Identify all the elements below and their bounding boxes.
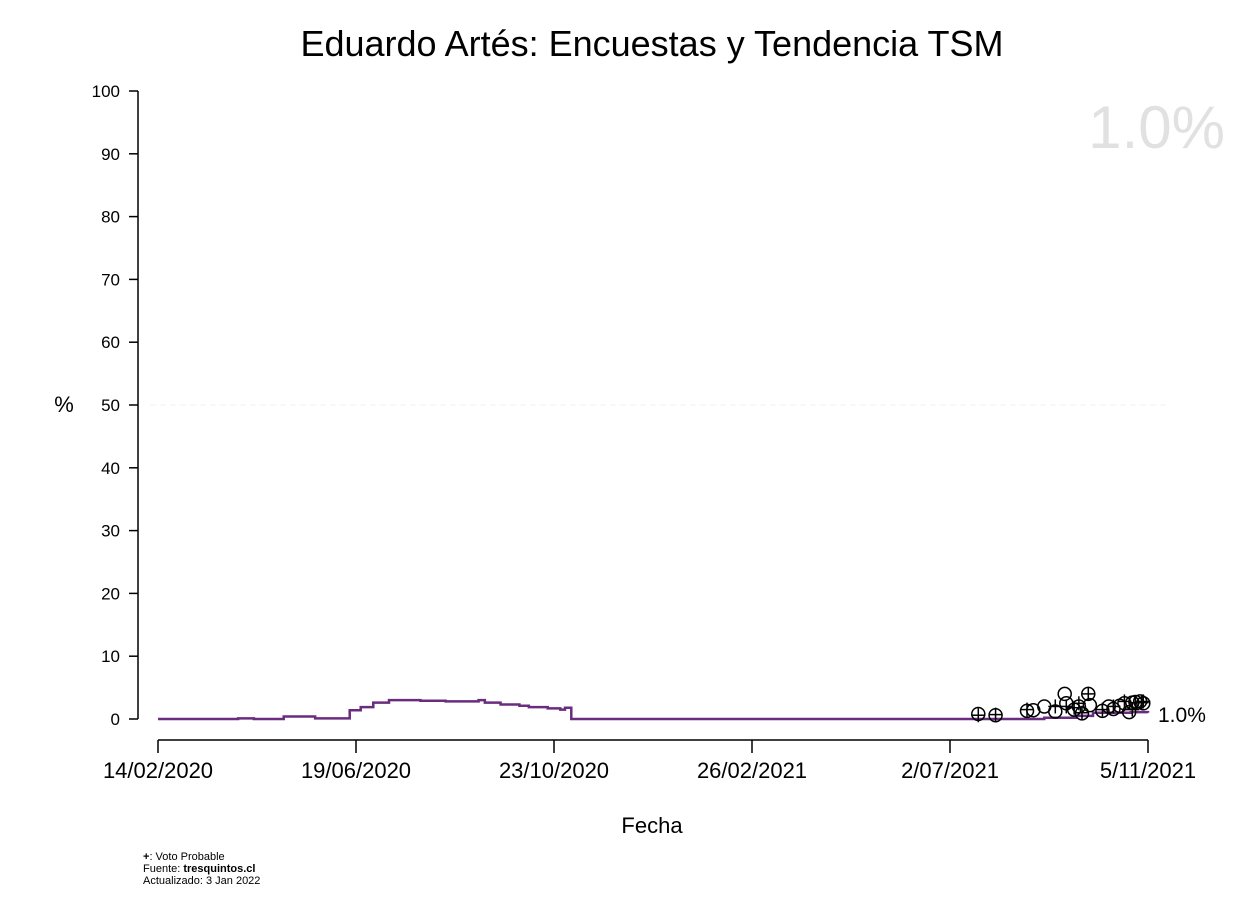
- poll-point-plus: [1106, 699, 1121, 714]
- poll-point-plus: [1059, 699, 1074, 714]
- axes: [137, 91, 1148, 741]
- plus-symbol: +: [143, 851, 150, 863]
- footer-updated: Actualizado: 3 Jan 2022: [143, 875, 261, 887]
- y-tick-label: 70: [101, 270, 120, 289]
- poll-point-plus: [988, 707, 1003, 722]
- poll-point-circle: [1082, 697, 1098, 713]
- y-tick-label: 80: [101, 208, 120, 227]
- trend-end-label: 1.0%: [1158, 704, 1206, 727]
- footer-source-link: tresquintos.cl: [183, 863, 256, 875]
- chart-title: Eduardo Artés: Encuestas y Tendencia TSM: [300, 23, 1003, 64]
- x-axis-ticks: 14/02/2020 19/06/2020 23/10/2020 26/02/2021…: [103, 740, 1196, 783]
- poll-point-plus: [1020, 702, 1034, 717]
- y-tick-label: 40: [101, 459, 120, 478]
- poll-point-circle: [1057, 686, 1072, 702]
- current-value-watermark: 1.0%: [1088, 94, 1225, 161]
- poll-point-plus: [1134, 695, 1149, 710]
- poll-markers: [971, 686, 1151, 723]
- x-axis-label: Fecha: [621, 813, 683, 838]
- y-axis-label: %: [54, 392, 74, 417]
- footer-source: Fuente: tresquintos.cl: [143, 863, 260, 875]
- y-axis-ticks: 0 10 20 30 40 50 60 70 80 90 100: [92, 82, 138, 729]
- trend-series: [158, 698, 1150, 721]
- footer-source-label: Fuente:: [143, 863, 184, 875]
- x-tick-label: 2/07/2021: [901, 758, 999, 783]
- x-tick-label: 14/02/2020: [103, 758, 213, 783]
- poll-point-plus: [1071, 696, 1086, 711]
- footer-legend: +: Voto Probable: [143, 851, 260, 863]
- poll-point-plus: [1136, 694, 1151, 709]
- chart-footer: +: Voto Probable Fuente: tresquintos.cl …: [143, 851, 260, 887]
- y-tick-label: 30: [101, 522, 120, 541]
- y-tick-label: 50: [101, 396, 120, 415]
- x-tick-label: 5/11/2021: [1100, 758, 1196, 783]
- x-tick-label: 23/10/2020: [499, 758, 609, 783]
- poll-point-plus: [1117, 694, 1132, 709]
- trend-line: [158, 698, 1150, 721]
- y-tick-label: 20: [101, 584, 120, 603]
- x-tick-label: 26/02/2021: [697, 758, 807, 783]
- y-tick-label: 60: [101, 333, 120, 352]
- poll-point-plus: [971, 708, 986, 723]
- y-tick-label: 100: [92, 82, 120, 101]
- x-tick-label: 19/06/2020: [301, 758, 411, 783]
- poll-point-plus: [1125, 702, 1140, 717]
- poll-point-plus: [1095, 702, 1110, 717]
- footer-legend-text: : Voto Probable: [149, 851, 225, 863]
- poll-point-plus: [1081, 686, 1096, 701]
- y-tick-label: 0: [111, 710, 120, 729]
- poll-point-plus: [1075, 705, 1089, 720]
- y-tick-label: 10: [101, 647, 120, 666]
- y-tick-label: 90: [101, 145, 120, 164]
